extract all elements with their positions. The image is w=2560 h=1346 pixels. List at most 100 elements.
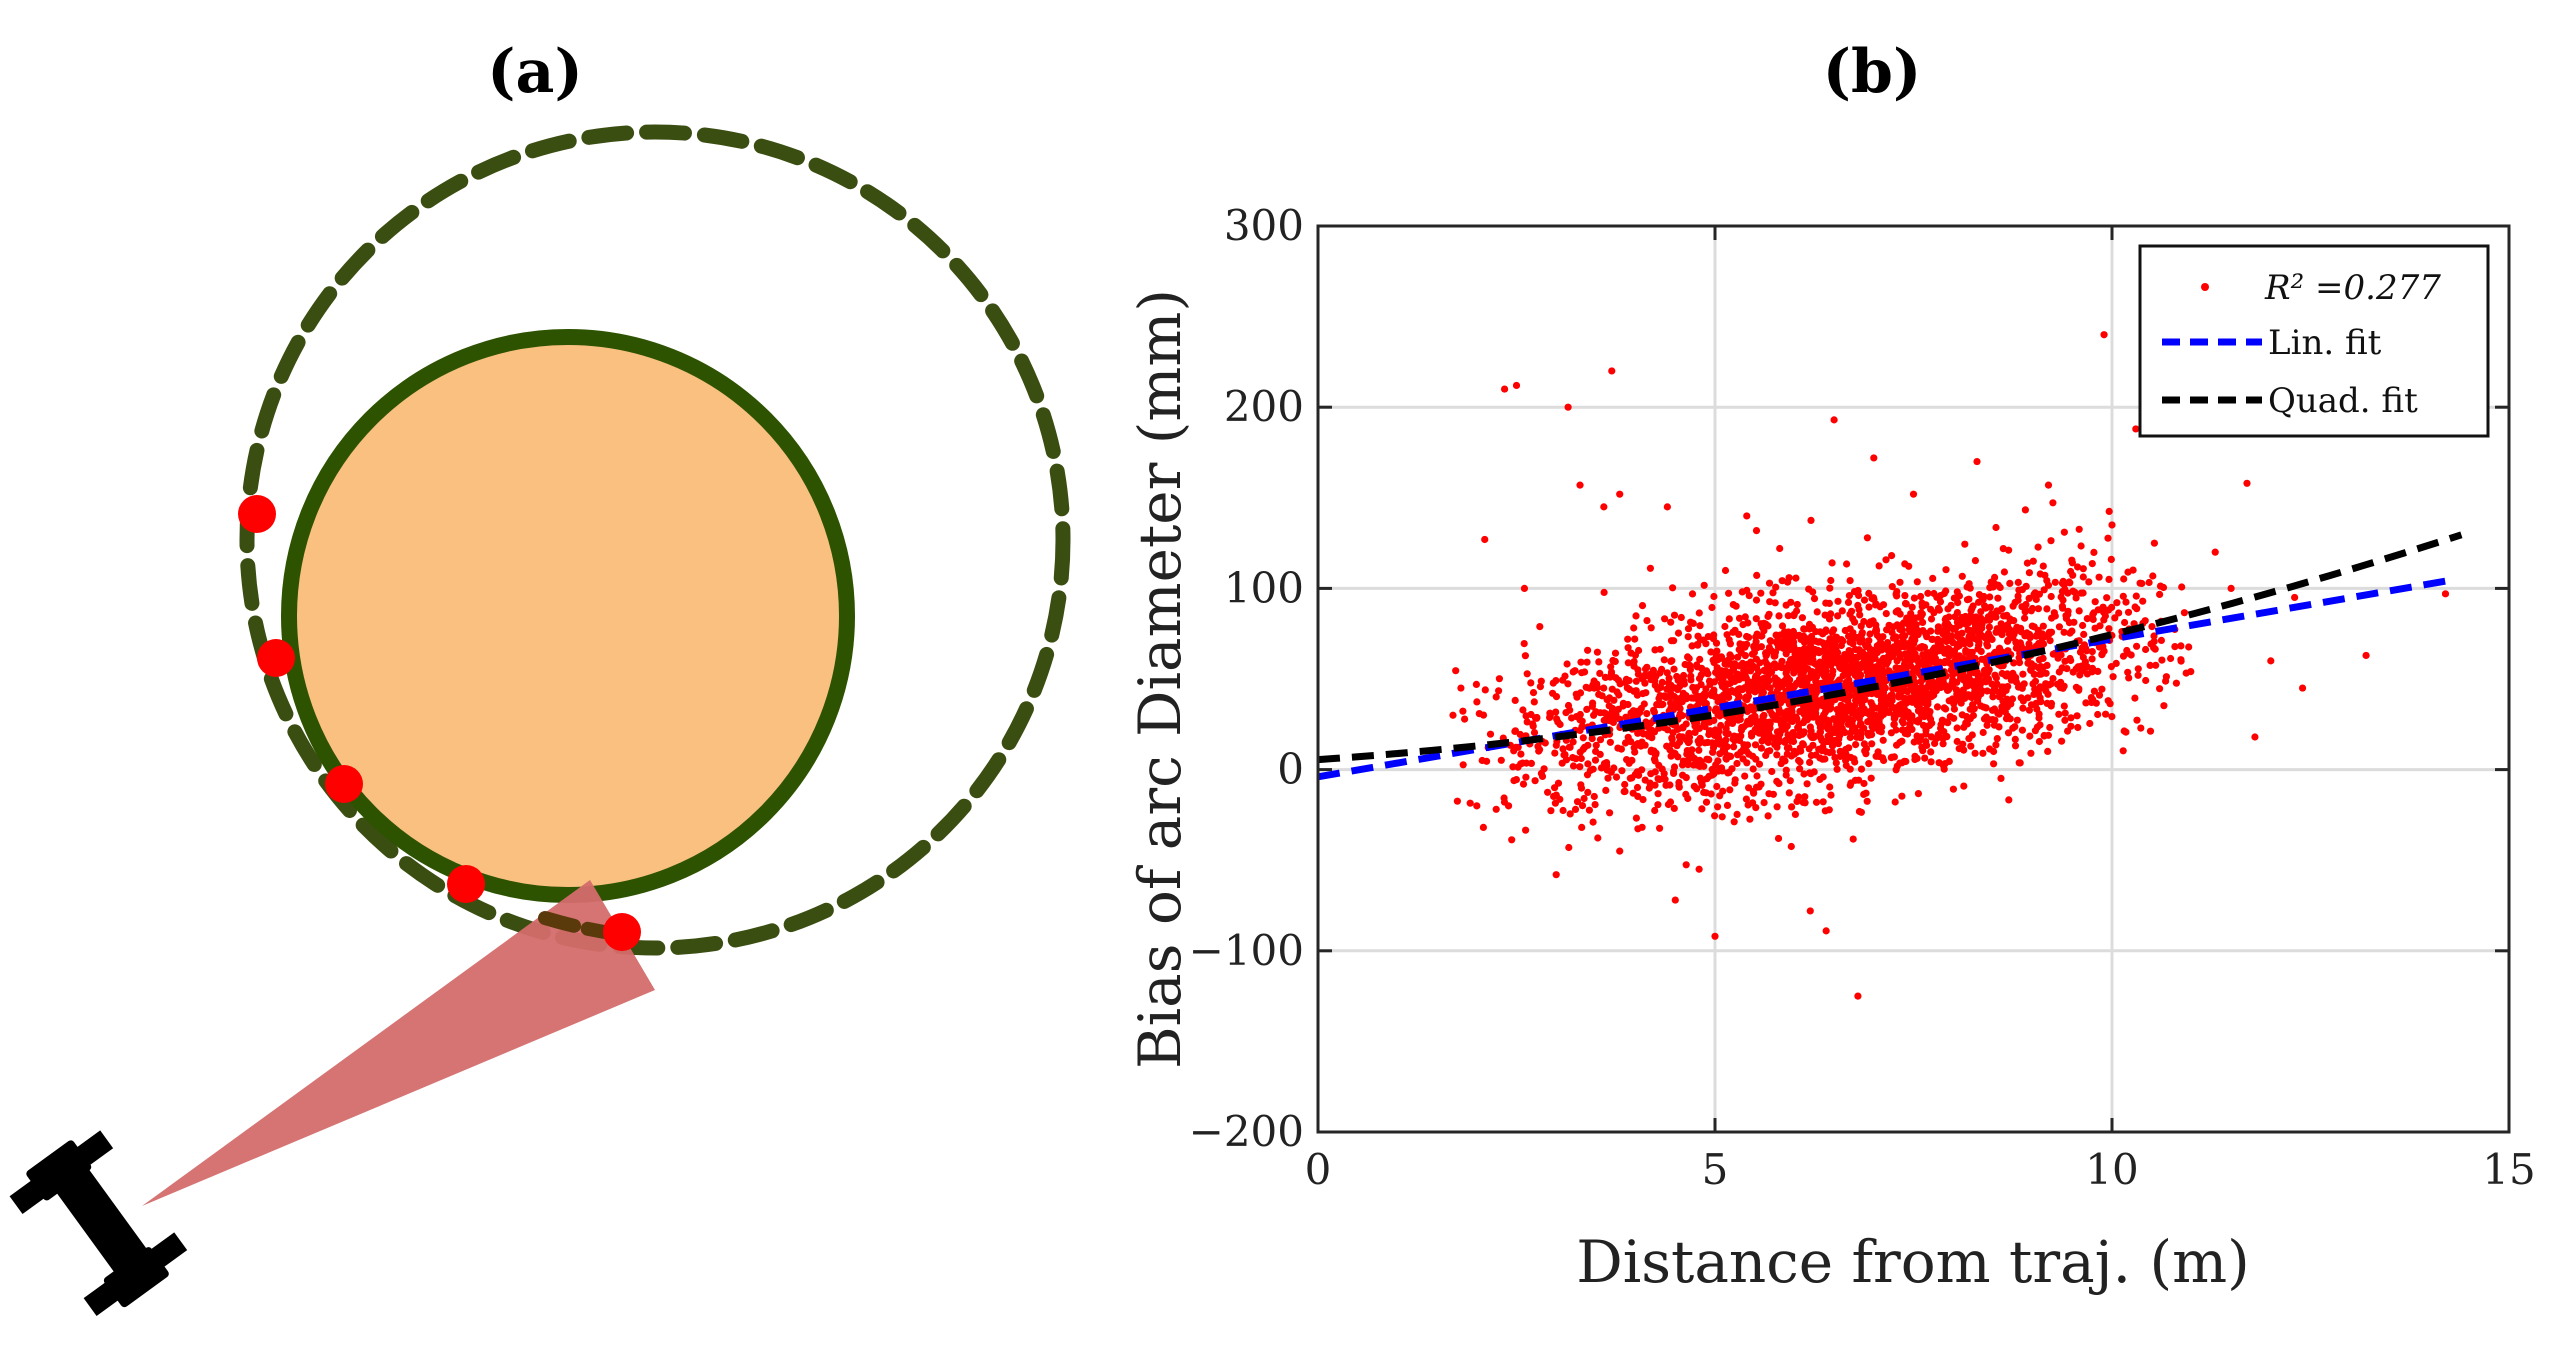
scatter-point	[1583, 658, 1591, 666]
scatter-point	[2003, 611, 2011, 620]
scatter-point	[1988, 706, 1997, 714]
scatter-point	[1827, 699, 1835, 707]
scatter-point	[1765, 676, 1773, 685]
scatter-point	[1671, 750, 1679, 758]
scatter-point	[2088, 655, 2096, 663]
scatter-point	[1729, 666, 1737, 674]
scatter-point	[1768, 767, 1776, 776]
scatter-point	[1795, 793, 1803, 801]
scatter-point	[1695, 609, 1703, 617]
scatter-point	[1564, 701, 1573, 710]
scatter-point	[1634, 666, 1642, 674]
scatter-point	[1818, 670, 1826, 678]
scatter-point	[1891, 712, 1899, 720]
scatter-point	[1678, 761, 1687, 769]
scatter-point	[2211, 548, 2219, 556]
scatter-point	[1843, 560, 1851, 568]
scatter-point	[1646, 670, 1654, 679]
scatter-point	[1577, 754, 1585, 763]
scatter-point	[1461, 715, 1469, 723]
scatter-point	[1559, 806, 1567, 815]
scatter-point	[1792, 574, 1800, 582]
scatter-point	[1453, 797, 1461, 805]
scatter-point	[2028, 604, 2037, 613]
scatter-point	[1650, 708, 1658, 716]
scatter-point	[1798, 614, 1806, 622]
scatter-point	[1714, 803, 1722, 811]
scatter-point	[1992, 613, 2000, 621]
scatter-point	[1486, 730, 1495, 738]
scatter-point	[1671, 896, 1679, 904]
scatter-point	[1753, 783, 1761, 791]
scatter-point	[1980, 592, 1988, 601]
scatter-point	[2171, 643, 2179, 651]
scatter-point	[1771, 741, 1779, 749]
scatter-point	[2046, 723, 2054, 732]
scatter-point	[1901, 632, 1909, 640]
scatter-point	[1743, 707, 1751, 716]
legend: R² =0.277 Lin. fit Quad. fit	[2138, 244, 2490, 438]
scatter-point	[2018, 726, 2026, 734]
scatter-point	[2025, 706, 2033, 714]
scatter-point	[2167, 654, 2175, 663]
scatter-point	[1621, 780, 1629, 789]
scatter-point	[1929, 687, 1937, 695]
scatter-point	[1834, 597, 1842, 605]
scatter-point	[1634, 825, 1642, 833]
scatter-point	[1910, 594, 1918, 602]
scatter-point	[1973, 620, 1981, 628]
scatter-point	[1702, 640, 1710, 648]
scatter-point	[1552, 693, 1561, 701]
scatter-point	[1801, 658, 1809, 666]
scatter-point	[1724, 660, 1732, 668]
scatter-point	[2139, 597, 2147, 605]
scatter-point	[1577, 658, 1585, 666]
scatter-point	[1564, 403, 1572, 411]
scatter-point	[2113, 599, 2121, 607]
scatter-point	[2156, 582, 2165, 590]
scatter-point	[1771, 652, 1779, 660]
scatter-point	[1854, 992, 1862, 1000]
object-circle	[281, 329, 855, 903]
scatter-point	[1830, 626, 1838, 634]
scatter-point	[1703, 755, 1711, 763]
scatter-point	[1527, 679, 1535, 687]
scatter-point	[1844, 720, 1852, 728]
scatter-point	[1684, 625, 1693, 633]
scatter-point	[2094, 710, 2102, 719]
scatter-point	[1833, 765, 1841, 773]
scatter-point	[1602, 786, 1610, 795]
scatter-point	[1773, 751, 1781, 759]
scatter-point	[1884, 668, 1892, 676]
scatter-point	[2074, 723, 2082, 732]
scatter-point	[1751, 674, 1759, 682]
scatter-point	[1827, 576, 1835, 585]
legend-label-quadratic: Quad. fit	[2268, 381, 2418, 421]
scatter-point	[1651, 757, 1659, 765]
scatter-point	[1825, 659, 1833, 667]
scatter-point	[2060, 702, 2068, 710]
scatter-point	[2149, 572, 2157, 580]
scatter-point	[1603, 761, 1611, 770]
scatter-point	[1519, 780, 1528, 788]
scatter-point	[1872, 625, 1880, 633]
scatter-point	[2068, 627, 2076, 635]
scatter-point	[1686, 663, 1694, 671]
scatter-point	[1625, 677, 1633, 685]
scatter-point	[1610, 764, 1618, 772]
scatter-point	[1873, 642, 1881, 650]
scatter-point	[1724, 680, 1732, 688]
scatter-point	[1985, 623, 1993, 631]
scatter-point	[1954, 630, 1962, 638]
scatter-point	[2298, 684, 2307, 692]
scatter-point	[2079, 589, 2087, 597]
robot-icon	[9, 1130, 188, 1316]
scatter-point	[1982, 678, 1990, 686]
scatter-point	[1992, 523, 2000, 532]
scatter-point	[1529, 722, 1537, 730]
scatter-point	[1585, 806, 1593, 814]
scatter-point	[2011, 742, 2020, 750]
scatter-point	[1983, 635, 1991, 643]
scatter-point	[2027, 701, 2036, 709]
scatter-point	[1745, 633, 1753, 642]
